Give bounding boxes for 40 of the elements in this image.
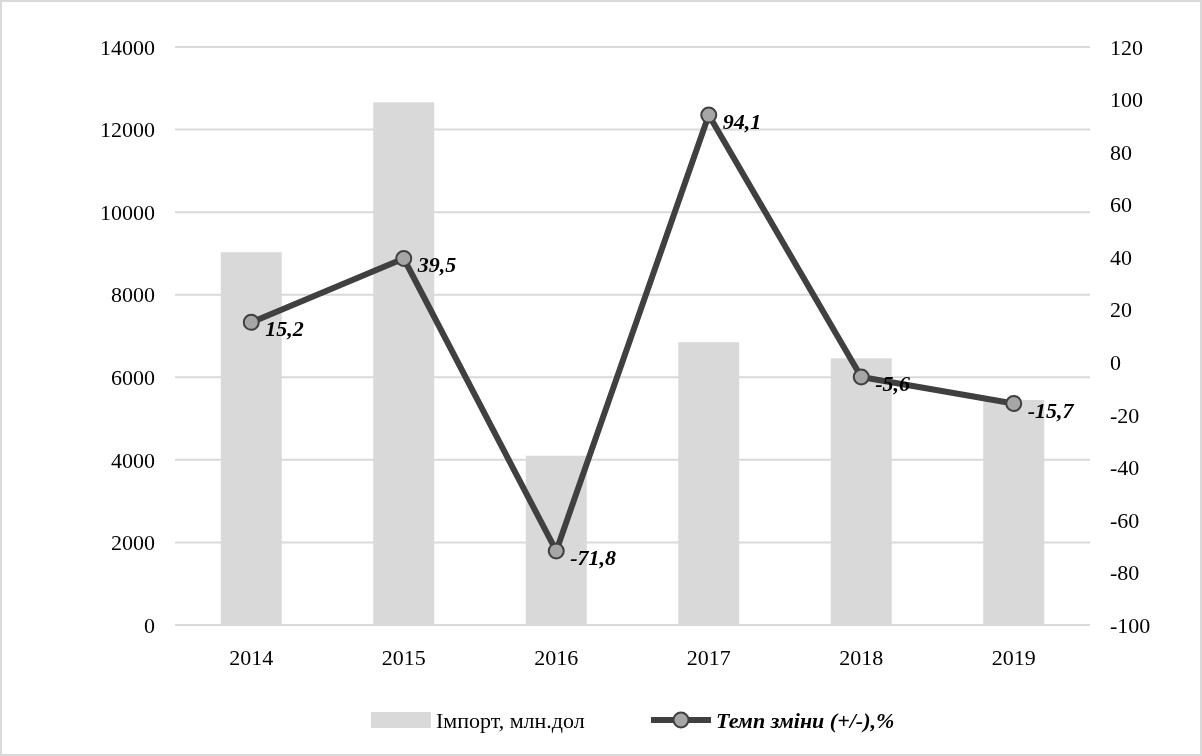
y2-tick-label: 20 — [1110, 297, 1132, 323]
data-label: -15,7 — [1027, 397, 1075, 423]
x-tick-label: 2016 — [534, 645, 579, 670]
y-tick-label: 14000 — [100, 34, 155, 60]
y-tick-label: 0 — [144, 612, 155, 638]
data-label: 39,5 — [416, 252, 457, 278]
y2-tick-label: 40 — [1110, 244, 1132, 270]
x-tick-label: 2018 — [839, 645, 884, 670]
x-tick-label: 2019 — [991, 645, 1036, 670]
y2-tick-label: -20 — [1110, 402, 1140, 428]
y2-tick-label: -60 — [1110, 507, 1140, 533]
point — [852, 368, 870, 386]
x-tick-label: 2014 — [229, 645, 274, 670]
y-tick-label: 6000 — [111, 364, 155, 390]
y2-tick-label: 0 — [1110, 349, 1121, 375]
legend-label: Імпорт, млн.дол — [436, 707, 585, 733]
y2-tick-label: 120 — [1110, 34, 1143, 60]
y2-tick-label: -80 — [1110, 560, 1140, 586]
data-label: -5,6 — [875, 370, 911, 396]
point — [242, 313, 260, 331]
y-tick-label: 4000 — [111, 447, 155, 473]
point — [1005, 395, 1023, 413]
point — [547, 542, 565, 560]
legend-label: Темп зміни (+/-),% — [716, 707, 895, 733]
data-label: 94,1 — [722, 109, 762, 135]
y2-tick-label: 80 — [1110, 139, 1132, 165]
x-tick-label: 2017 — [686, 645, 731, 670]
y-tick-label: 10000 — [100, 199, 155, 225]
data-label: 15,2 — [265, 316, 304, 342]
y-tick-label: 12000 — [100, 117, 155, 143]
point — [395, 250, 413, 267]
data-label: -71,8 — [570, 544, 617, 570]
y2-tick-label: -100 — [1110, 612, 1151, 638]
y-tick-label: 8000 — [111, 282, 155, 308]
y2-tick-label: 60 — [1110, 192, 1132, 218]
point — [700, 106, 718, 124]
y-tick-label: 2000 — [111, 530, 155, 556]
y2-tick-label: 100 — [1110, 87, 1143, 113]
x-tick-label: 2015 — [381, 645, 426, 670]
y2-tick-label: -40 — [1110, 455, 1140, 481]
